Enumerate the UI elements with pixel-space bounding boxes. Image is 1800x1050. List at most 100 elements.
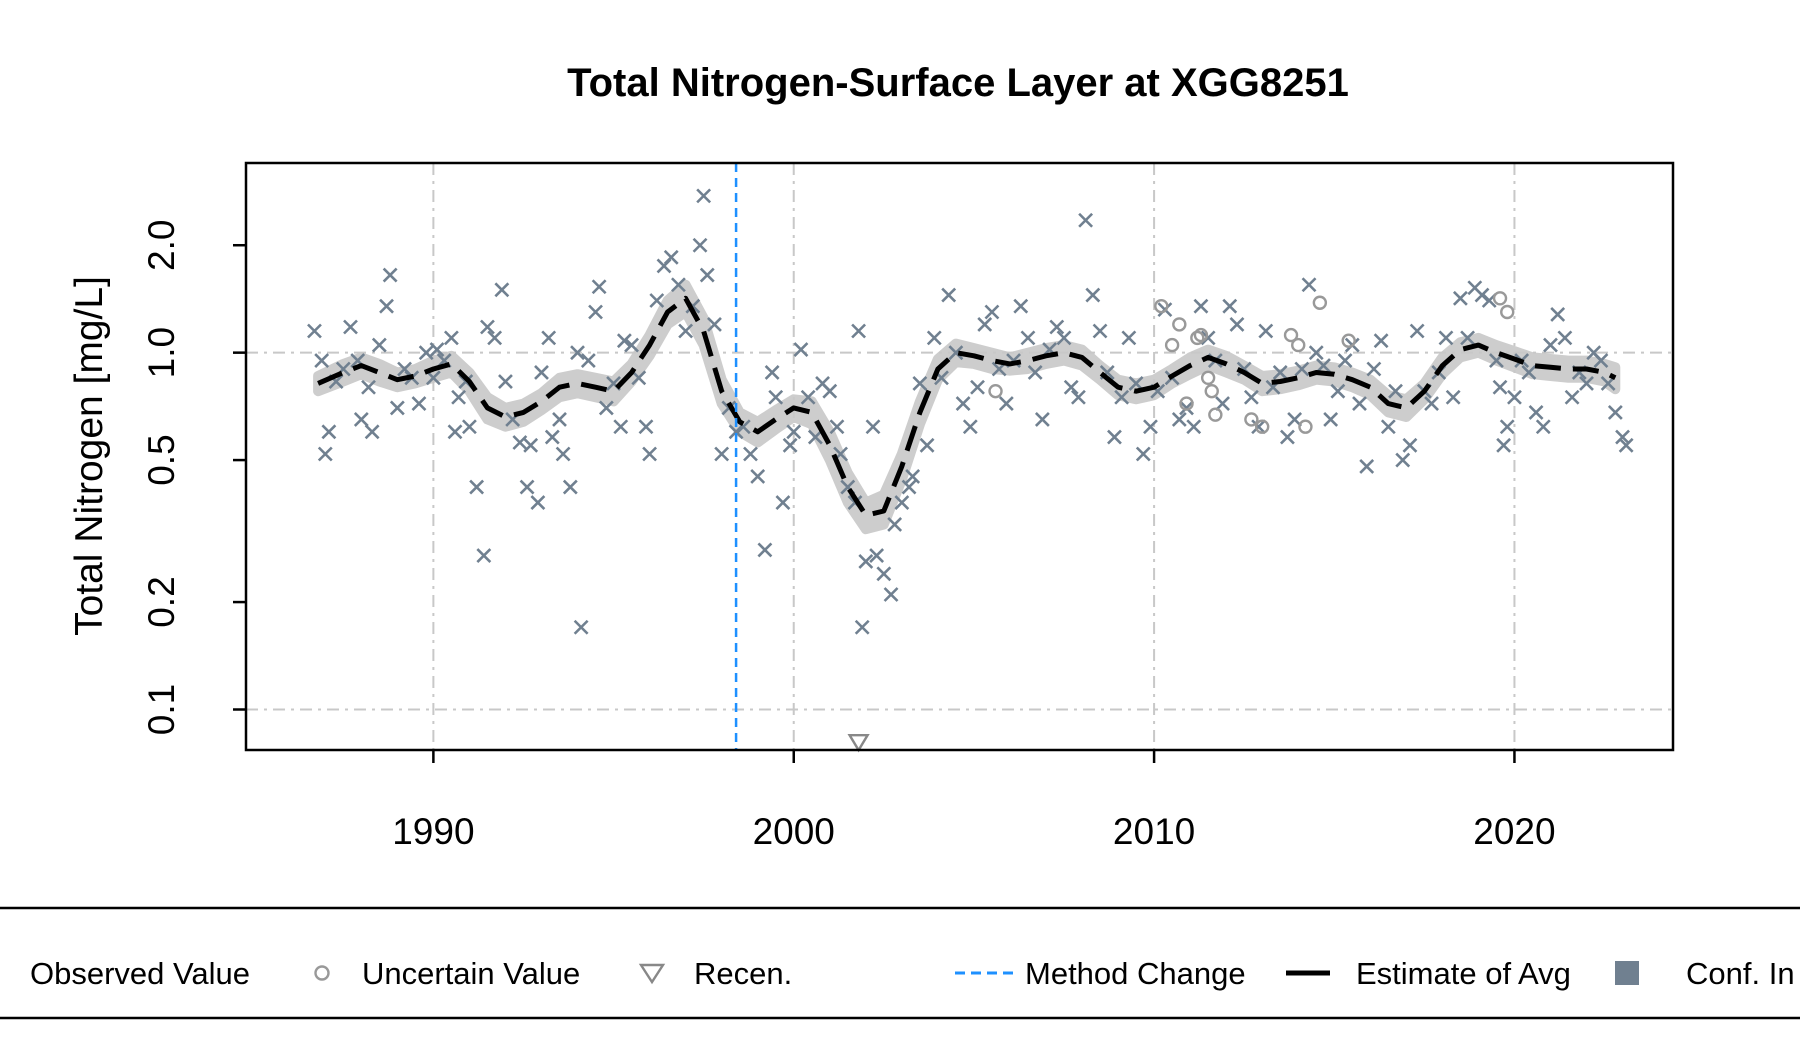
- observed-point: [317, 446, 333, 462]
- observed-point: [728, 424, 744, 440]
- observed-point: [480, 319, 495, 335]
- observed-point: [1258, 323, 1274, 339]
- observed-point: [1424, 396, 1439, 411]
- observed-point: [1243, 389, 1259, 405]
- observed-point: [775, 495, 791, 511]
- observed-point: [1615, 429, 1630, 445]
- observed-point: [1135, 446, 1151, 462]
- observed-point: [642, 446, 658, 462]
- observed-point: [451, 389, 467, 405]
- uncertain-point: [1200, 370, 1216, 386]
- observed-point: [1337, 353, 1353, 369]
- legend-symbol-recensored: [638, 963, 666, 985]
- y-tick-label: 1.0: [141, 327, 182, 378]
- observed-point: [1402, 437, 1418, 453]
- observed-point: [573, 619, 589, 635]
- legend-label: Uncertain Value: [362, 956, 580, 991]
- observed-point: [1388, 383, 1403, 399]
- observed-point: [411, 396, 427, 411]
- observed-point: [519, 479, 535, 495]
- observed-point: [1193, 298, 1209, 314]
- observed-point: [926, 330, 942, 346]
- uncertain-point: [988, 383, 1003, 399]
- observed-point: [1445, 389, 1461, 405]
- observed-point: [1020, 330, 1036, 346]
- observed-point: [743, 446, 758, 462]
- legend-label: Method Change: [1025, 956, 1246, 991]
- uncertain-point: [1298, 419, 1313, 434]
- observed-point: [1294, 361, 1310, 377]
- observed-point: [570, 345, 585, 361]
- observed-point: [1143, 419, 1158, 435]
- observed-point: [1593, 353, 1609, 369]
- observed-point: [1380, 419, 1396, 435]
- observed-point: [1107, 429, 1122, 445]
- observed-point: [631, 370, 647, 386]
- uncertain-point: [1500, 304, 1515, 320]
- uncertain-point: [1291, 337, 1306, 353]
- observed-point: [793, 342, 809, 358]
- observed-point: [1034, 411, 1050, 427]
- observed-point: [894, 495, 910, 511]
- observed-point: [555, 446, 571, 462]
- observed-point: [768, 389, 784, 405]
- y-axis: 0.1 0.2 0.5 1.0 2.0: [141, 220, 246, 735]
- observed-point: [970, 379, 985, 395]
- observed-point: [638, 419, 654, 435]
- observed-point: [1366, 361, 1382, 377]
- observed-point: [469, 479, 485, 495]
- observed-point: [782, 437, 798, 453]
- recensored-point: [847, 733, 870, 753]
- y-tick-label: 0.1: [141, 684, 182, 735]
- observed-point: [307, 323, 322, 339]
- observed-point: [487, 330, 503, 346]
- observed-point: [1251, 419, 1267, 435]
- observed-point: [364, 424, 380, 440]
- observed-point: [887, 517, 903, 532]
- observed-point: [1121, 330, 1137, 346]
- observed-point: [382, 267, 398, 283]
- observed-point: [580, 353, 596, 369]
- observed-point: [696, 188, 712, 204]
- observed-point: [800, 389, 816, 405]
- uncertain-point: [1208, 407, 1223, 422]
- legend-symbol-confidence: [1615, 961, 1639, 985]
- observed-point: [905, 468, 921, 484]
- x-tick-label: 2020: [1473, 811, 1555, 852]
- estimate-of-avg-line: [317, 295, 1617, 518]
- observed-point: [1078, 212, 1094, 228]
- observed-point: [1027, 365, 1043, 380]
- legend-symbol-uncertain: [314, 965, 330, 981]
- x-tick-label: 1990: [392, 811, 474, 852]
- data-points: [307, 188, 1634, 753]
- observed-point: [692, 237, 708, 253]
- observed-point: [1316, 358, 1331, 373]
- observed-point: [1186, 419, 1202, 435]
- observed-point: [353, 411, 369, 427]
- observed-point: [1521, 365, 1537, 380]
- observed-point: [671, 277, 686, 293]
- observed-point: [534, 365, 549, 380]
- observed-point: [1438, 330, 1454, 346]
- observed-point: [998, 396, 1014, 411]
- observed-point: [786, 424, 802, 440]
- observed-point: [613, 419, 629, 435]
- observed-point: [562, 479, 578, 495]
- observed-point: [314, 353, 330, 369]
- observed-point: [1308, 345, 1324, 361]
- x-axis: 1990 2000 2010 2020: [392, 750, 1556, 852]
- x-tick-label: 2010: [1113, 811, 1195, 852]
- observed-point: [1092, 323, 1108, 339]
- observed-point: [1507, 389, 1522, 405]
- observed-point: [1564, 389, 1580, 405]
- observed-point: [1049, 319, 1065, 335]
- y-axis-label: Total Nitrogen [mg/L]: [68, 276, 111, 636]
- observed-point: [883, 587, 899, 602]
- y-tick-label: 0.2: [141, 576, 182, 627]
- observed-point: [1492, 379, 1508, 395]
- x-tick-label: 2000: [753, 811, 835, 852]
- observed-point: [865, 419, 881, 435]
- observed-point: [1229, 316, 1245, 332]
- legend: Observed Value Uncertain Value Recen. Metho…: [0, 906, 1800, 1020]
- observed-point: [616, 333, 632, 349]
